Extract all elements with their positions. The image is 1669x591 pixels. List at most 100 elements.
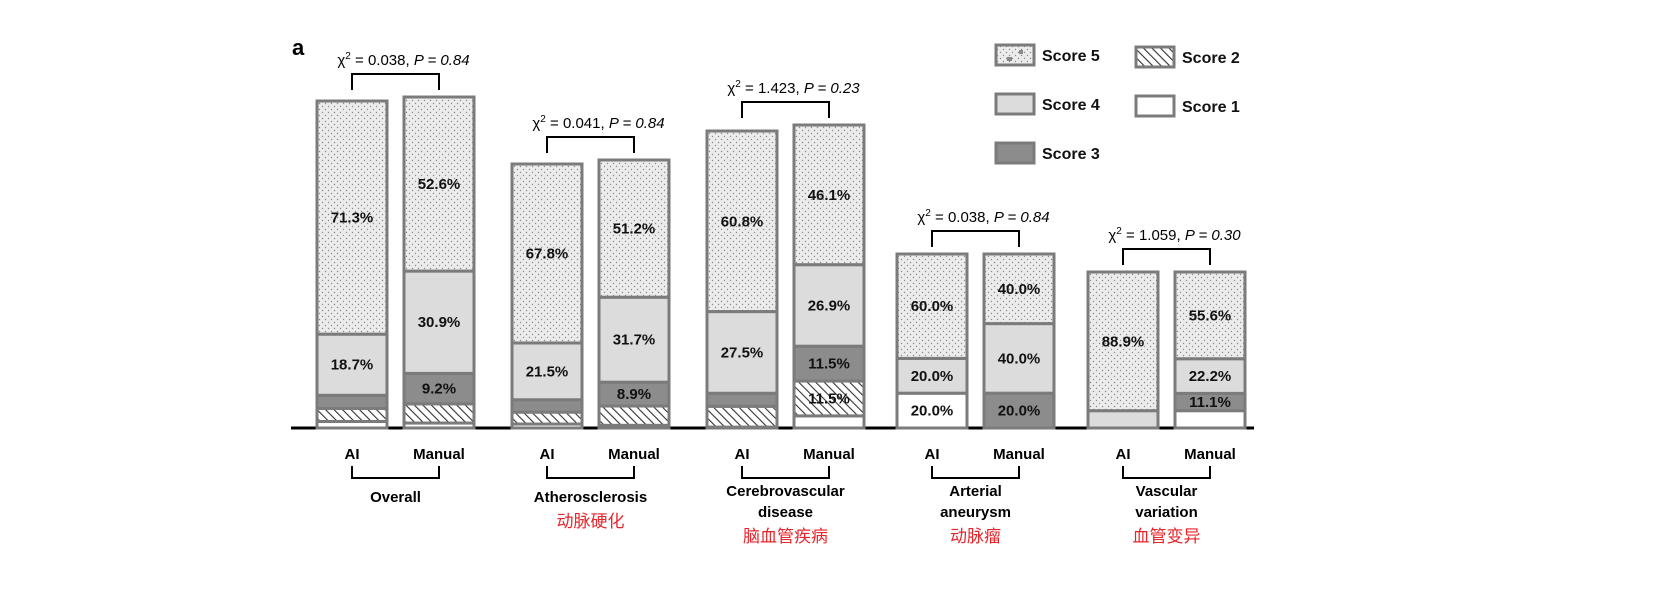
legend-swatch [1134,45,1176,69]
p-value: 0.84 [1020,209,1049,226]
bar-segment-score-3 [982,391,1056,430]
plot-area: 18.7% 71.3% AI 9.2% 30.9% 52.6% Manual χ2 = 0.0… [291,51,1254,546]
bar-segment-score-1 [792,414,866,430]
significance-bracket [931,230,1020,247]
legend-label: Score 1 [1182,99,1240,116]
chi-square-value: 0.038 [368,52,406,69]
group-label: Arterial [949,483,1002,500]
legend: Score 5 Score 4 Score 3 Score 2 Score 1 [994,43,1240,165]
chi-square-value: 1.423 [758,80,796,97]
legend-swatch [994,43,1036,67]
bar-segment-score-5 [510,162,584,345]
data-label: 8.9% [617,386,651,403]
data-label: 40.0% [998,281,1041,298]
bar-segment-score-2 [705,404,779,429]
significance-bracket [546,136,635,153]
data-label: 55.6% [1189,307,1232,324]
chi-square-annotation: χ2 = 0.041, P = 0.84 [532,114,664,132]
group-label: aneurysm [940,504,1011,521]
x-tick-label: AI [540,446,555,463]
data-label: 18.7% [331,357,374,374]
data-label: 51.2% [613,221,656,238]
chi-square-value: 1.059 [1139,227,1177,244]
p-value: 0.84 [635,115,664,132]
legend-item: Score 5 [994,43,1100,67]
significance-bracket [1122,248,1211,265]
bar-segment-score-2 [315,406,389,423]
bar-segment-score-2 [402,402,476,425]
legend-swatch [994,141,1036,165]
stacked-bar: 88.9% [1086,270,1160,430]
bar-segment-score-4 [315,332,389,397]
data-label: 11.5% [808,356,850,373]
data-label: 60.0% [911,298,954,315]
stacked-bar: 11.1% 22.2% 55.6% [1173,270,1247,430]
group-label: Vascular [1136,483,1198,500]
legend-item: Score 3 [994,141,1100,165]
legend-item: Score 2 [1134,45,1240,69]
data-label: 9.2% [422,381,456,398]
group-label-chinese: 动脉瘤 [950,527,1001,546]
data-label: 60.8% [721,213,764,230]
data-label: 67.8% [526,245,569,262]
data-label: 20.0% [911,403,954,420]
chi-square-annotation: χ2 = 1.423, P = 0.23 [727,79,860,97]
bar-segment-score-5 [895,252,969,360]
data-label: 46.1% [808,187,851,204]
x-tick-label: AI [1116,446,1131,463]
bar-segment-score-3 [705,391,779,408]
chi-square-annotation: χ2 = 0.038, P = 0.84 [917,208,1049,226]
data-label: 30.9% [418,314,461,331]
group-bracket [351,466,440,479]
data-label: 22.2% [1189,368,1232,385]
data-label: 88.9% [1102,333,1145,350]
stacked-bar: 9.2% 30.9% 52.6% [402,95,476,430]
chi-square-value: 0.041 [563,115,601,132]
bar-segment-score-3 [315,393,389,410]
legend-swatch-mark [1007,57,1012,61]
p-value: 0.84 [440,52,469,69]
x-tick-label: Manual [1184,446,1236,463]
x-tick-label: AI [735,446,750,463]
group-label-chinese: 动脉硬化 [557,512,625,531]
panel-letter: a [292,35,305,60]
group-bracket [741,466,830,479]
data-label: 40.0% [998,350,1041,367]
bar-segment-score-3 [510,398,584,414]
group-label: Atherosclerosis [534,489,647,506]
bar-group: 18.7% 71.3% AI 9.2% 30.9% 52.6% Manual χ2 = 0.0… [315,51,476,506]
group-bracket [546,466,635,479]
group-label-chinese: 脑血管疾病 [743,527,828,546]
data-label: 21.5% [526,363,569,380]
x-tick-label: Manual [608,446,660,463]
x-tick-label: AI [925,446,940,463]
group-bracket [931,466,1020,479]
bar-segment-score-5 [705,129,779,314]
bar-segment-score-4 [982,322,1056,395]
group-label: disease [758,504,813,521]
group-label: Cerebrovascular [726,483,845,500]
significance-bracket [741,101,830,118]
bar-segment-score-4 [705,310,779,395]
bar-group: 21.5% 67.8% AI 8.9% 31.7% 51.2% Manual χ2 = 0.0… [510,114,671,531]
data-label: 20.0% [998,403,1041,420]
group-label: Overall [370,489,421,506]
data-label: 27.5% [721,344,764,361]
stacked-bar: 27.5% 60.8% [705,129,779,430]
data-label: 52.6% [418,176,461,193]
bar-group: 88.9% AI 11.1% 22.2% 55.6% Manual χ2 = 1.059, … [1086,226,1247,546]
x-tick-label: Manual [993,446,1045,463]
data-label: 11.5% [808,390,850,407]
bar-segment-score-4 [510,341,584,402]
group-label: variation [1135,504,1198,521]
bar-segment-score-5 [1086,270,1160,413]
stacked-bar: 18.7% 71.3% [315,99,389,430]
data-label: 26.9% [808,297,851,314]
stacked-bar: 21.5% 67.8% [510,162,584,430]
bar-segment-score-5 [315,99,389,336]
data-label: 31.7% [613,332,656,349]
bar-group: 20.0% 20.0% 60.0% AI 20.0% 40.0% 40.0% Manual χ2… [895,208,1056,546]
chi-square-annotation: χ2 = 0.038, P = 0.84 [337,51,469,69]
